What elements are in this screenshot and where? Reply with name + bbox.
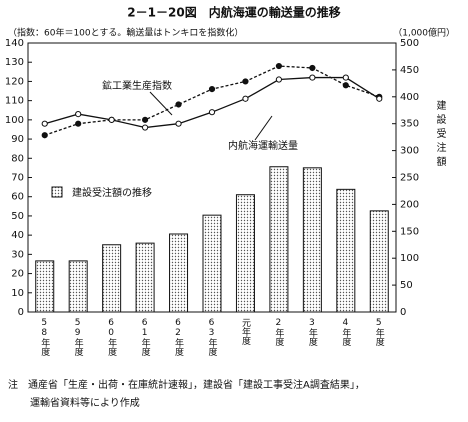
- x-tick-label: 63年度: [207, 318, 218, 357]
- bar: [235, 194, 255, 313]
- x-tick-label: 60年度: [106, 318, 117, 357]
- y-tick-label: 130: [5, 57, 24, 68]
- y-tick-label: 0: [18, 307, 24, 318]
- legend-swatch: [51, 186, 63, 198]
- x-tick-label: 3年度: [307, 318, 318, 347]
- point: [41, 120, 48, 127]
- point: [208, 86, 216, 93]
- y-tick-label: 30: [11, 249, 24, 260]
- bar: [269, 166, 289, 313]
- point: [75, 120, 82, 127]
- point: [309, 64, 316, 72]
- line-label: 内航海運輸送量: [228, 139, 298, 152]
- y2-unit: （1,000億円）: [393, 27, 455, 39]
- note: 運輸省資料等により作成: [30, 396, 140, 409]
- bar: [68, 260, 88, 313]
- x-tick-label: 62年度: [173, 318, 184, 357]
- x-tick-label: 2年度: [273, 318, 284, 347]
- point: [175, 120, 182, 127]
- x-tick-label: 59年度: [73, 318, 84, 357]
- point: [275, 62, 283, 70]
- x-tick-label: 58年度: [39, 318, 50, 357]
- point: [342, 74, 349, 81]
- bar: [336, 188, 356, 313]
- legend-label: 建設受注額の推移: [72, 186, 152, 199]
- subtitle: （指数：60年＝100とする。輸送量はトンキロを指数化）: [8, 27, 243, 39]
- line: [44, 76, 380, 129]
- line-label: 鉱工業生産指数: [102, 79, 172, 92]
- note: 注 通産省「生産・出荷・在庫統計速報」，建設省「建設工事受注A調査結果」，: [8, 378, 365, 391]
- point: [309, 74, 316, 81]
- y-tick-label: 70: [11, 173, 24, 184]
- point: [275, 76, 283, 83]
- point: [175, 101, 182, 108]
- point: [141, 124, 149, 131]
- bar: [135, 242, 155, 313]
- y-tick-label: 40: [11, 230, 24, 241]
- point: [242, 78, 249, 85]
- y-tick-label: 140: [5, 38, 24, 49]
- x-tick-label: 4年度: [340, 318, 351, 347]
- y-tick-label: 110: [5, 96, 24, 107]
- y2-tick-label: 350: [400, 119, 419, 130]
- y-tick-label: 60: [11, 192, 24, 203]
- chart-title: 2－1－20図 内航海運の輸送量の推移: [127, 5, 340, 20]
- y-tick-label: 80: [11, 153, 24, 164]
- y2-tick-label: 400: [400, 92, 419, 103]
- point: [342, 82, 349, 89]
- y-tick-label: 20: [11, 269, 24, 280]
- x-tick-label: 5年度: [374, 318, 385, 347]
- point: [376, 95, 383, 102]
- y2-tick-label: 100: [400, 253, 419, 264]
- point: [208, 109, 216, 116]
- y-tick-label: 120: [5, 76, 24, 87]
- y-tick-label: 10: [11, 288, 24, 299]
- point: [141, 116, 149, 123]
- bar: [35, 260, 55, 313]
- point: [41, 132, 48, 139]
- y2-tick-label: 250: [400, 173, 419, 184]
- arrow: [149, 91, 173, 116]
- y2-tick-label: 200: [400, 199, 419, 210]
- y2-tick-label: 450: [400, 65, 419, 76]
- y2-tick-label: 0: [400, 307, 406, 318]
- y-tick-label: 100: [5, 115, 24, 126]
- y2-tick-label: 50: [400, 280, 413, 291]
- line: [44, 65, 380, 136]
- arrow: [254, 115, 273, 141]
- point: [242, 95, 249, 102]
- y-tick-label: 90: [11, 134, 24, 145]
- bar: [102, 244, 122, 313]
- y2-tick-label: 500: [400, 38, 419, 49]
- point: [75, 110, 82, 118]
- bar: [202, 214, 222, 313]
- y-tick-label: 50: [11, 211, 24, 222]
- point: [108, 116, 115, 123]
- bar: [302, 167, 322, 313]
- x-tick-label: 61年度: [140, 318, 151, 357]
- x-tick-label: 元年度: [240, 318, 251, 346]
- y2-tick-label: 150: [400, 226, 419, 237]
- bar: [169, 233, 189, 313]
- y2-tick-label: 300: [400, 146, 419, 157]
- bar: [369, 210, 389, 313]
- y2-label: 建設受注額: [434, 99, 446, 170]
